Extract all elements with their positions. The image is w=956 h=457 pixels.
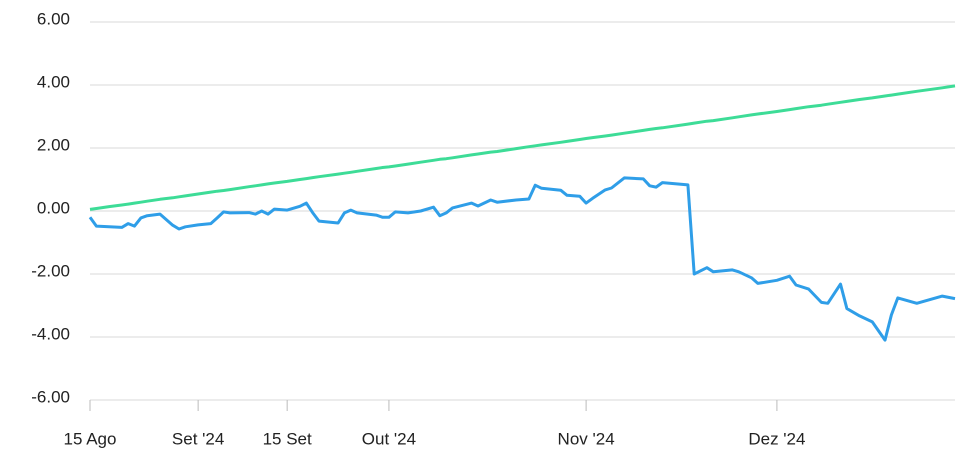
x-tick-label: Set '24 bbox=[172, 429, 224, 448]
x-tick-label: Dez '24 bbox=[748, 429, 805, 448]
y-tick-label: 4.00 bbox=[37, 72, 70, 91]
y-tick-label: -6.00 bbox=[31, 387, 70, 406]
y-tick-label: -4.00 bbox=[31, 324, 70, 343]
x-tick-label: 15 Ago bbox=[64, 429, 117, 448]
x-tick-label: Nov '24 bbox=[558, 429, 615, 448]
y-tick-label: 0.00 bbox=[37, 198, 70, 217]
x-tick-label: Out '24 bbox=[362, 429, 416, 448]
y-tick-label: 6.00 bbox=[37, 9, 70, 28]
y-tick-label: 2.00 bbox=[37, 135, 70, 154]
series-line bbox=[89, 84, 956, 211]
x-tick-label: 15 Set bbox=[263, 429, 312, 448]
series-line bbox=[88, 176, 956, 342]
y-tick-label: -2.00 bbox=[31, 261, 70, 280]
